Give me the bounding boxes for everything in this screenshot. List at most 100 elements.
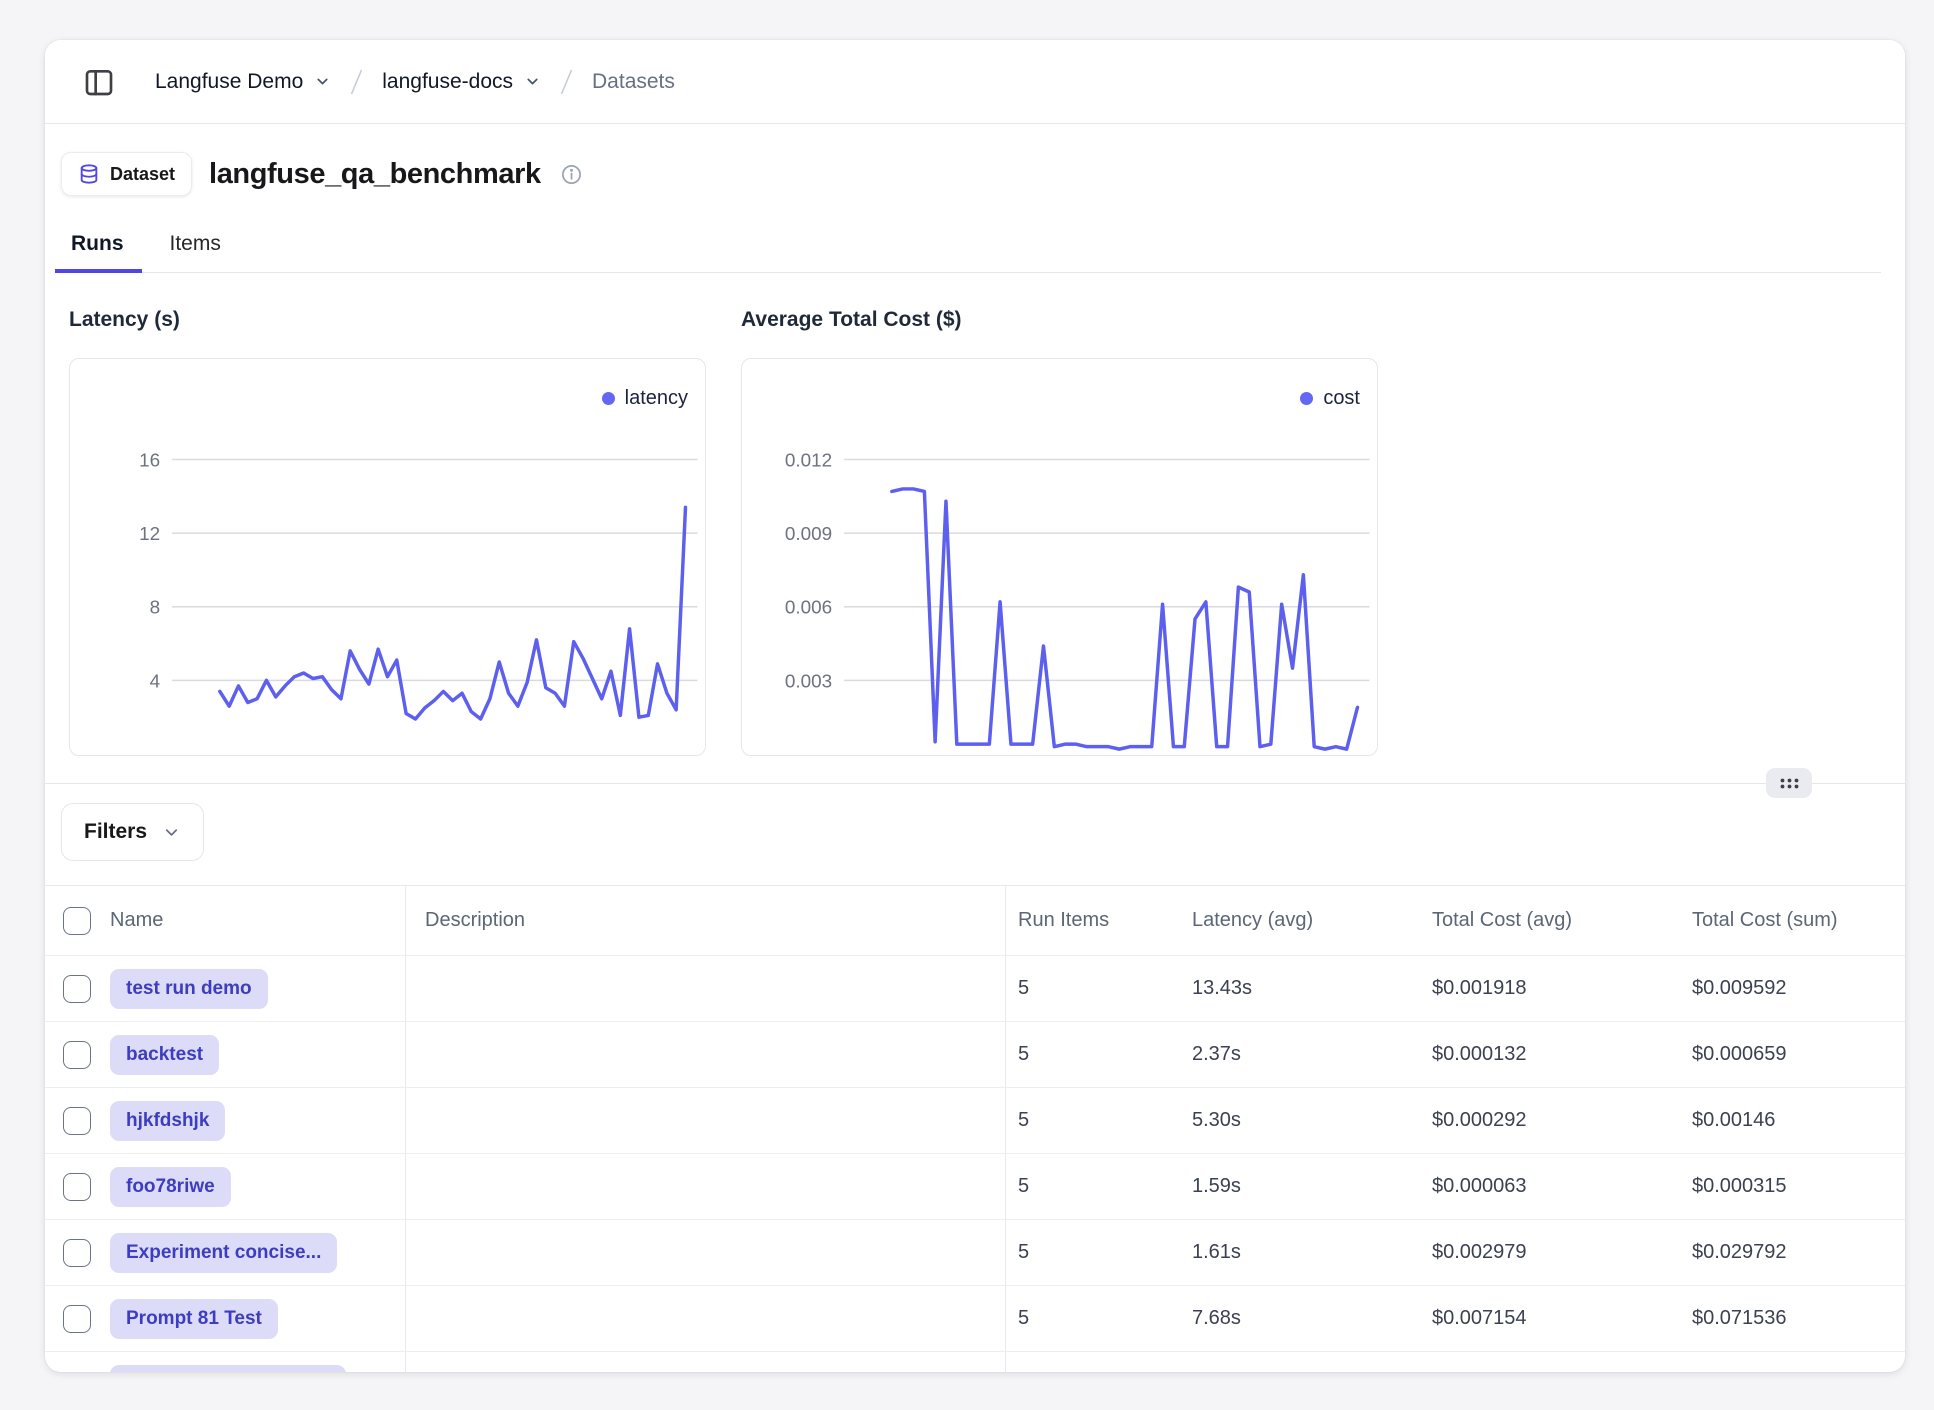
panel-resize-drag-handle[interactable] (1766, 768, 1812, 798)
breadcrumb-separator (349, 66, 364, 98)
charts-section: Latency (s) 16 12 8 4 latency Average Total… (69, 305, 1881, 756)
breadcrumb-project-label: langfuse-docs (382, 69, 514, 93)
latency-chart-group: Latency (s) 16 12 8 4 latency (69, 305, 706, 756)
legend-dot-icon (1300, 392, 1314, 405)
chart-panel-divider (45, 768, 1905, 798)
table-row: hjkfdshjk 5 5.30s $0.000292 $0.00146 (45, 1088, 1905, 1154)
cost-line-plot: 0.012 0.009 0.006 0.003 (742, 359, 1377, 755)
run-items-cell: 5 (1018, 1241, 1030, 1263)
tab-bar: Runs Items (55, 222, 1881, 273)
run-items-cell: 5 (1018, 977, 1030, 999)
breadcrumb-page-datasets[interactable]: Datasets (592, 69, 675, 93)
row-checkbox[interactable] (63, 1304, 91, 1333)
total-cost-sum-cell: $0.009592 (1692, 977, 1787, 999)
latency-chart: 16 12 8 4 latency (69, 358, 706, 756)
svg-text:0.006: 0.006 (785, 598, 832, 619)
tab-items[interactable]: Items (168, 222, 223, 272)
legend-label: latency (624, 387, 688, 409)
column-header-description[interactable]: Description (425, 909, 526, 931)
latency-avg-cell: 1.59s (1192, 1175, 1241, 1197)
legend-dot-icon (601, 392, 615, 405)
svg-text:4: 4 (150, 671, 161, 692)
chevron-down-icon (314, 73, 331, 90)
breadcrumb-org-selector[interactable]: Langfuse Demo (155, 70, 331, 94)
svg-text:0.009: 0.009 (785, 524, 832, 545)
database-icon (78, 163, 100, 185)
breadcrumb: Langfuse Demo langfuse-docs Datasets (155, 66, 675, 98)
breadcrumb-project-selector[interactable]: langfuse-docs (382, 70, 541, 94)
column-header-latency-avg[interactable]: Latency (avg) (1192, 909, 1314, 931)
sidebar-toggle-button[interactable] (79, 62, 119, 102)
run-name-badge[interactable]: hjkfdshjk (110, 1100, 226, 1141)
svg-text:12: 12 (139, 524, 160, 545)
chevron-down-icon (162, 823, 181, 842)
legend-label: cost (1323, 387, 1360, 409)
filters-button-label: Filters (84, 820, 148, 843)
run-items-cell: 5 (1018, 1307, 1030, 1329)
total-cost-avg-cell: $0.000063 (1432, 1175, 1527, 1197)
column-divider (1005, 886, 1006, 1372)
table-row: test run demo 5 13.43s $0.001918 $0.0095… (45, 956, 1905, 1022)
row-checkbox[interactable] (63, 1172, 91, 1201)
chevron-down-icon (524, 73, 541, 90)
dataset-badge-label: Dataset (110, 163, 176, 184)
run-items-cell: 5 (1018, 1043, 1030, 1065)
info-icon[interactable] (560, 163, 583, 186)
latency-avg-cell: 13.43s (1192, 977, 1253, 999)
table-header-row: Name Description Run Items Latency (avg)… (45, 886, 1905, 956)
run-name-badge[interactable]: backtest (110, 1034, 220, 1075)
run-name-badge (110, 1365, 346, 1372)
run-items-cell: 5 (1018, 1109, 1030, 1131)
latency-avg-cell: 5.30s (1192, 1109, 1241, 1131)
latency-chart-title: Latency (s) (69, 308, 180, 331)
latency-avg-cell: 1.61s (1192, 1241, 1241, 1263)
run-items-cell: 5 (1018, 1175, 1030, 1197)
total-cost-sum-cell: $0.00146 (1692, 1109, 1776, 1131)
column-header-total-cost-sum[interactable]: Total Cost (sum) (1692, 909, 1838, 931)
run-name-badge[interactable]: foo78riwe (110, 1166, 231, 1207)
total-cost-avg-cell: $0.001918 (1432, 977, 1527, 999)
latency-line-plot: 16 12 8 4 (70, 359, 705, 755)
svg-text:0.012: 0.012 (785, 450, 832, 471)
total-cost-sum-cell: $0.000659 (1692, 1043, 1787, 1065)
table-row: Prompt 81 Test 5 7.68s $0.007154 $0.0715… (45, 1286, 1905, 1352)
svg-text:16: 16 (139, 450, 160, 471)
latency-avg-cell: 7.68s (1192, 1307, 1241, 1329)
latency-avg-cell: 2.37s (1192, 1043, 1241, 1065)
total-cost-sum-cell: $0.029792 (1692, 1241, 1787, 1263)
row-checkbox[interactable] (63, 974, 91, 1003)
run-name-badge[interactable]: Prompt 81 Test (110, 1298, 278, 1339)
run-name-badge[interactable]: Experiment concise... (110, 1232, 338, 1273)
cost-chart-legend: cost (1300, 387, 1360, 410)
filters-button[interactable]: Filters (61, 803, 205, 861)
latency-chart-legend: latency (601, 387, 688, 410)
table-row: Experiment concise... 5 1.61s $0.002979 … (45, 1220, 1905, 1286)
cost-chart: 0.012 0.009 0.006 0.003 cost (741, 358, 1378, 756)
column-divider (405, 886, 406, 1372)
tab-runs[interactable]: Runs (55, 222, 141, 273)
row-checkbox[interactable] (63, 1106, 91, 1135)
dataset-type-badge: Dataset (61, 152, 193, 196)
grip-dots-icon (1778, 776, 1801, 791)
panel-left-icon (83, 66, 115, 98)
cost-chart-title: Average Total Cost ($) (741, 308, 962, 331)
column-header-name[interactable]: Name (110, 909, 164, 931)
select-all-checkbox[interactable] (63, 906, 91, 935)
total-cost-avg-cell: $0.007154 (1432, 1307, 1527, 1329)
row-checkbox[interactable] (63, 1040, 91, 1069)
total-cost-avg-cell: $0.000132 (1432, 1043, 1527, 1065)
table-row: foo78riwe 5 1.59s $0.000063 $0.000315 (45, 1154, 1905, 1220)
row-checkbox[interactable] (63, 1238, 91, 1267)
main-content: Dataset langfuse_qa_benchmark Runs Items… (45, 148, 1905, 1372)
column-header-total-cost-avg[interactable]: Total Cost (avg) (1432, 909, 1573, 931)
runs-table: Name Description Run Items Latency (avg)… (45, 885, 1905, 1372)
svg-text:0.003: 0.003 (785, 671, 832, 692)
total-cost-avg-cell: $0.002979 (1432, 1241, 1527, 1263)
breadcrumb-org-label: Langfuse Demo (155, 69, 304, 93)
dataset-title-row: Dataset langfuse_qa_benchmark (61, 148, 1881, 200)
column-header-run-items[interactable]: Run Items (1018, 909, 1110, 931)
run-name-badge[interactable]: test run demo (110, 968, 268, 1009)
total-cost-sum-cell: $0.000315 (1692, 1175, 1787, 1197)
svg-text:8: 8 (150, 598, 161, 619)
